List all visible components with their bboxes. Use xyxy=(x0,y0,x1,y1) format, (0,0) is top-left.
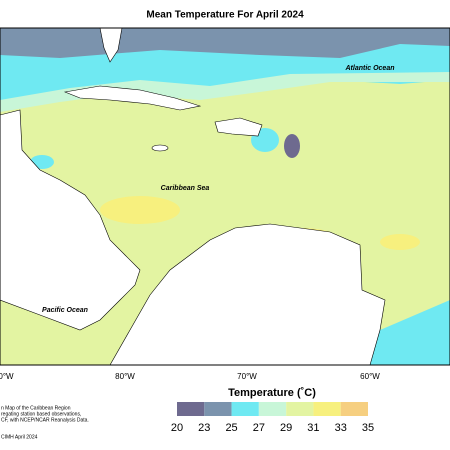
note: CF, with NCEP/NCAR Reanalysis Data. xyxy=(1,417,89,423)
legend-title: Temperature (˚C) xyxy=(228,387,316,399)
cuba xyxy=(63,85,202,111)
note: n Map of the Caribbean Region xyxy=(1,405,71,411)
legend-swatch xyxy=(231,402,259,416)
south-america xyxy=(109,223,386,365)
legend-tick: 29 xyxy=(280,422,292,434)
legend-tick: 23 xyxy=(198,422,210,434)
florida xyxy=(99,28,123,63)
title: Mean Temperature For April 2024 xyxy=(146,10,304,21)
note: regating station based observations, xyxy=(1,411,81,417)
note: CIMH April 2024 xyxy=(1,434,38,440)
legend-tick: 25 xyxy=(225,422,237,434)
ocean-label: Atlantic Ocean xyxy=(344,65,394,72)
map: Atlantic Ocean Caribbean Sea Pacific Oce… xyxy=(0,27,450,381)
sea-label: Caribbean Sea xyxy=(161,185,210,192)
jamaica xyxy=(151,144,169,152)
legend-swatch xyxy=(258,402,287,416)
warm-patch xyxy=(380,234,420,250)
legend-swatch xyxy=(204,402,232,416)
legend-swatch xyxy=(286,402,314,416)
longitude-label: 0°W xyxy=(0,372,14,381)
legend-swatch xyxy=(340,402,368,416)
longitude-label: 60°W xyxy=(360,372,380,381)
hispaniola xyxy=(214,117,263,137)
legend-swatch xyxy=(177,402,205,416)
longitude-label: 70°W xyxy=(237,372,257,381)
legend-tick: 33 xyxy=(335,422,347,434)
cool-patch xyxy=(284,134,300,158)
map-frame xyxy=(0,27,450,366)
legend-tick: 27 xyxy=(253,422,265,434)
ocean-label: Pacific Ocean xyxy=(42,307,88,314)
legend-swatch xyxy=(313,402,341,416)
legend-tick: 20 xyxy=(171,422,183,434)
legend-tick: 35 xyxy=(362,422,374,434)
legend: Temperature (˚C) 20 23 25 27 29 31 33 35 xyxy=(171,387,374,434)
central-america xyxy=(0,109,141,331)
sea-band xyxy=(0,72,450,112)
cool-patch xyxy=(370,300,450,365)
longitude-label: 80°W xyxy=(115,372,135,381)
warm-patch xyxy=(100,196,180,224)
legend-tick: 31 xyxy=(307,422,319,434)
